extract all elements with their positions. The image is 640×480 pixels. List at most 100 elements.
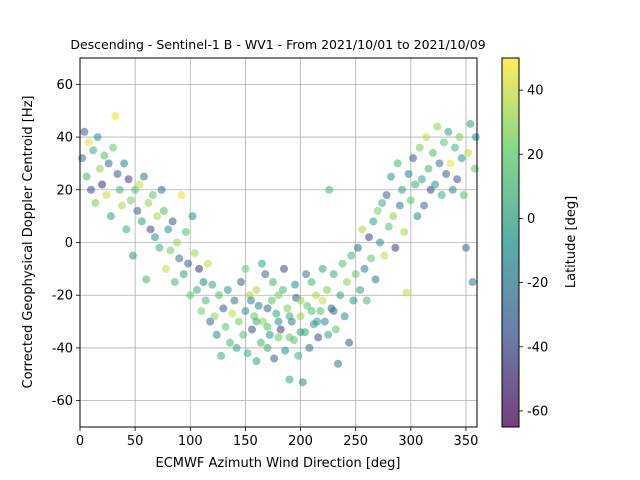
data-point bbox=[228, 309, 237, 318]
data-point bbox=[221, 322, 230, 331]
data-point bbox=[139, 172, 148, 181]
data-point bbox=[203, 259, 212, 268]
data-point bbox=[331, 325, 340, 334]
data-point bbox=[336, 291, 345, 300]
data-point bbox=[128, 251, 137, 260]
data-point bbox=[393, 159, 402, 168]
colorbar-tick-label: 20 bbox=[527, 148, 544, 163]
data-point bbox=[398, 185, 407, 194]
data-point bbox=[199, 278, 208, 287]
data-point bbox=[111, 111, 120, 120]
data-point bbox=[358, 225, 367, 234]
data-point bbox=[380, 251, 389, 260]
colorbar-tick-label: -60 bbox=[527, 404, 548, 419]
data-point bbox=[334, 359, 343, 368]
data-point bbox=[426, 185, 435, 194]
data-point bbox=[409, 154, 418, 163]
data-point bbox=[362, 296, 371, 305]
x-tick-label: 150 bbox=[233, 434, 258, 449]
data-point bbox=[100, 151, 109, 160]
data-point bbox=[450, 143, 459, 152]
data-point bbox=[113, 169, 122, 178]
data-point bbox=[208, 280, 217, 289]
data-point bbox=[104, 159, 113, 168]
data-point bbox=[378, 198, 387, 207]
data-point bbox=[320, 317, 329, 326]
data-point bbox=[369, 217, 378, 226]
data-point bbox=[225, 338, 234, 347]
x-tick-label: 100 bbox=[178, 434, 203, 449]
data-point bbox=[117, 201, 126, 210]
data-point bbox=[95, 164, 104, 173]
data-point bbox=[307, 278, 316, 287]
data-point bbox=[259, 317, 268, 326]
data-point bbox=[404, 169, 413, 178]
data-point bbox=[115, 185, 124, 194]
data-point bbox=[89, 146, 98, 155]
data-point bbox=[137, 217, 146, 226]
data-point bbox=[243, 349, 252, 358]
data-point bbox=[241, 307, 250, 316]
data-point bbox=[342, 278, 351, 287]
x-tick-label: 250 bbox=[343, 434, 368, 449]
data-point bbox=[468, 278, 477, 287]
data-point bbox=[135, 180, 144, 189]
data-point bbox=[455, 133, 464, 142]
data-point bbox=[274, 333, 283, 342]
data-point bbox=[402, 288, 411, 297]
data-point bbox=[345, 338, 354, 347]
data-point bbox=[296, 328, 305, 337]
data-point bbox=[201, 296, 210, 305]
colorbar-tick-label: -40 bbox=[527, 340, 548, 355]
data-point bbox=[239, 330, 248, 339]
data-point bbox=[281, 346, 290, 355]
colorbar bbox=[501, 57, 520, 428]
data-point bbox=[78, 154, 87, 163]
data-point bbox=[219, 304, 228, 313]
data-point bbox=[371, 275, 380, 284]
data-point bbox=[302, 270, 311, 279]
colorbar-tick-label: 0 bbox=[527, 212, 535, 227]
data-point bbox=[93, 133, 102, 142]
x-axis-label: ECMWF Azimuth Wind Direction [deg] bbox=[156, 456, 401, 471]
y-tick-label: 20 bbox=[56, 183, 73, 198]
data-point bbox=[217, 351, 226, 360]
data-point bbox=[435, 159, 444, 168]
data-point bbox=[192, 285, 201, 294]
data-point bbox=[276, 325, 285, 334]
data-point bbox=[431, 180, 440, 189]
data-point bbox=[80, 127, 89, 136]
data-point bbox=[448, 185, 457, 194]
data-point bbox=[261, 270, 270, 279]
data-point bbox=[133, 206, 142, 215]
data-point bbox=[305, 343, 314, 352]
y-tick-label: 60 bbox=[56, 78, 73, 93]
data-point bbox=[150, 233, 159, 242]
data-point bbox=[340, 312, 349, 321]
data-point bbox=[232, 343, 241, 352]
data-point bbox=[466, 119, 475, 128]
data-point bbox=[296, 296, 305, 305]
data-point bbox=[246, 296, 255, 305]
data-point bbox=[294, 351, 303, 360]
data-point bbox=[124, 175, 133, 184]
y-tick-label: -60 bbox=[52, 394, 73, 409]
data-point bbox=[162, 264, 171, 273]
data-point bbox=[146, 225, 155, 234]
data-point bbox=[170, 278, 179, 287]
data-point bbox=[303, 301, 312, 310]
data-point bbox=[360, 264, 369, 273]
data-point bbox=[252, 285, 261, 294]
data-point bbox=[188, 212, 197, 221]
data-point bbox=[186, 291, 195, 300]
data-point bbox=[109, 143, 118, 152]
data-point bbox=[395, 201, 404, 210]
data-point bbox=[338, 259, 347, 268]
data-point bbox=[391, 243, 400, 252]
data-point bbox=[384, 222, 393, 231]
y-axis-label: Corrected Geophysical Doppler Centroid [… bbox=[21, 95, 36, 388]
data-point bbox=[248, 325, 257, 334]
data-point bbox=[307, 307, 316, 316]
data-point bbox=[375, 238, 384, 247]
data-point bbox=[459, 191, 468, 200]
